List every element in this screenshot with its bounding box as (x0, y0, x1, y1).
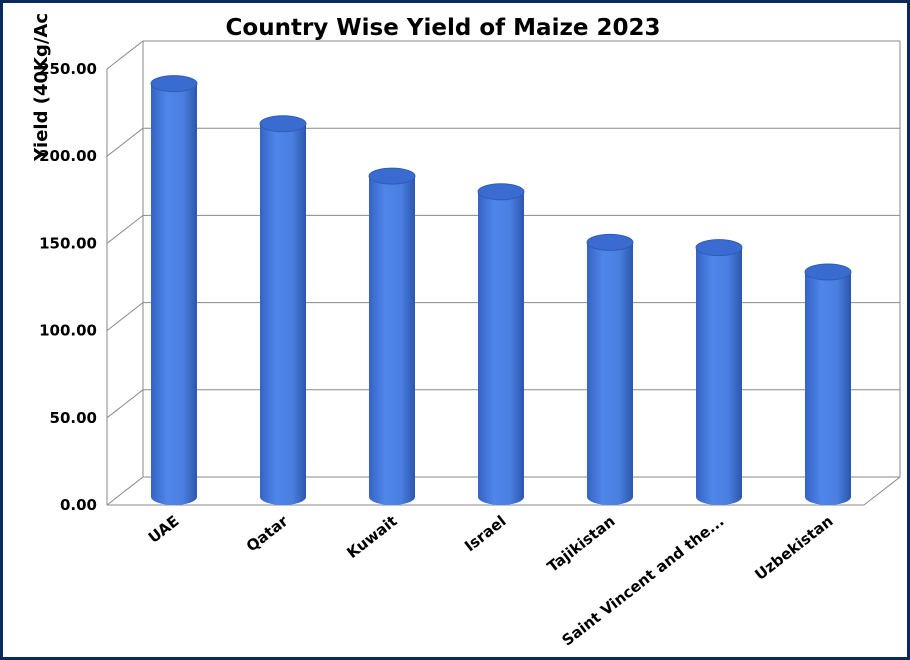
bar-body (696, 247, 742, 505)
bar-body (260, 123, 306, 505)
bar-top (477, 183, 525, 201)
bar-top (586, 233, 634, 251)
x-tick-label: Kuwait (343, 512, 400, 562)
bar (695, 239, 743, 505)
y-axis-label: Yield (40Kg/Ac (31, 13, 52, 162)
bar-chart: Country Wise Yield of Maize 2023 Yield (… (31, 13, 901, 650)
gridline-side (106, 476, 144, 506)
bar (586, 233, 634, 505)
bar (368, 167, 416, 505)
y-tick-label: 0.00 (60, 496, 97, 514)
bar-body (151, 83, 197, 505)
bar (804, 263, 852, 505)
bar-top (804, 263, 852, 281)
y-tick-label: 250.00 (39, 60, 97, 78)
floor-right-edge (863, 476, 901, 506)
y-tick-labels: 0.00 50.00 100.00 150.00 200.00 250.00 (39, 60, 97, 514)
bar-body (587, 242, 633, 505)
bars (150, 75, 852, 506)
gridline-side (106, 40, 144, 70)
bar-top (368, 167, 416, 185)
chart-title: Country Wise Yield of Maize 2023 (226, 15, 661, 41)
bar-body (478, 191, 524, 506)
y-tick-label: 200.00 (39, 147, 97, 165)
gridline-side (106, 215, 144, 244)
bar-top (259, 115, 307, 133)
gridline-side (106, 389, 144, 419)
bar-top (150, 75, 198, 93)
gridline-side (106, 302, 144, 331)
bar-body (369, 176, 415, 505)
y-tick-label: 50.00 (50, 409, 97, 427)
x-tick-label: Qatar (243, 512, 292, 556)
x-tick-label: UAE (145, 512, 183, 547)
gridline-side (106, 127, 144, 157)
y-tick-label: 150.00 (39, 234, 97, 252)
x-tick-label: Israel (461, 512, 509, 555)
x-tick-label: Uzbekistan (751, 512, 836, 584)
bar (477, 183, 525, 506)
bar-top (695, 239, 743, 257)
y-tick-label: 100.00 (39, 322, 97, 340)
bar (150, 75, 198, 505)
x-tick-label: Tajikistan (544, 512, 619, 576)
bar-body (805, 272, 851, 505)
bar (259, 115, 307, 505)
